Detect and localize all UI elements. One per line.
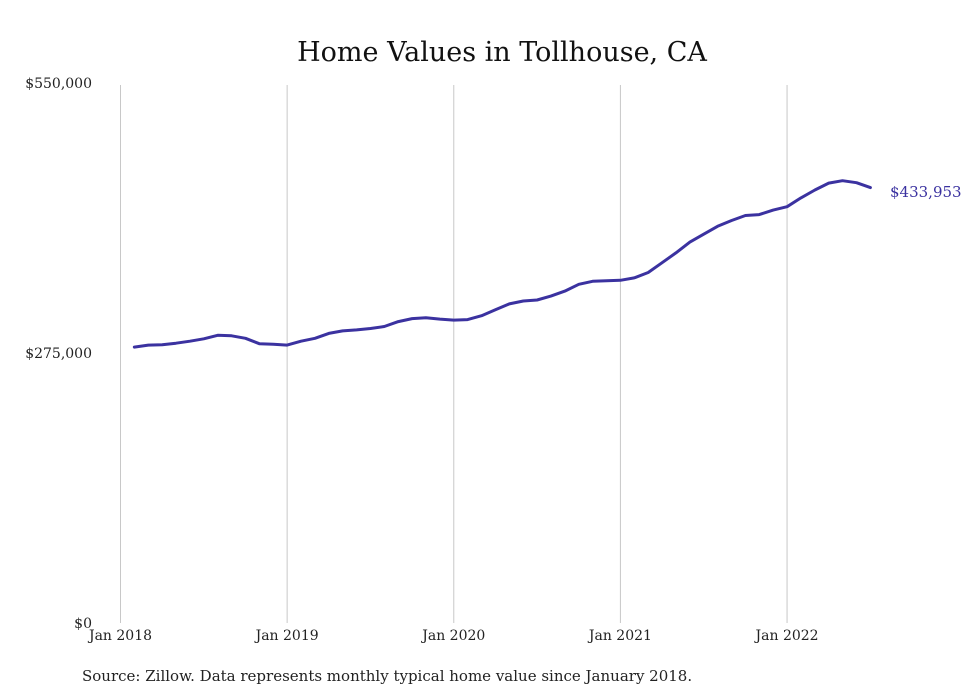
data-point bbox=[564, 290, 567, 293]
data-point bbox=[300, 340, 303, 343]
data-point bbox=[702, 233, 705, 236]
data-point bbox=[216, 334, 219, 337]
data-point bbox=[577, 283, 580, 286]
data-point bbox=[202, 337, 205, 340]
data-point bbox=[397, 320, 400, 323]
data-point bbox=[175, 342, 178, 345]
data-point bbox=[758, 213, 761, 216]
data-point bbox=[244, 337, 247, 340]
data-point bbox=[689, 241, 692, 244]
data-point bbox=[744, 214, 747, 217]
data-point bbox=[161, 343, 164, 346]
data-point bbox=[341, 330, 344, 333]
data-point bbox=[591, 280, 594, 283]
data-point bbox=[841, 179, 844, 182]
x-tick-label: Jan 2020 bbox=[420, 628, 485, 644]
data-point bbox=[230, 334, 233, 337]
end-value-label: $433,953 bbox=[890, 183, 962, 201]
data-point bbox=[480, 314, 483, 317]
data-point bbox=[869, 186, 872, 189]
data-point bbox=[800, 197, 803, 200]
data-point bbox=[730, 219, 733, 222]
y-axis-ticks: $0 $275,000 $550,000 bbox=[25, 76, 92, 632]
data-point bbox=[550, 295, 553, 298]
series-line-layer bbox=[132, 179, 872, 349]
data-point bbox=[369, 327, 372, 330]
data-point bbox=[647, 271, 650, 274]
data-point bbox=[327, 332, 330, 335]
source-note: Source: Zillow. Data represents monthly … bbox=[82, 667, 693, 685]
data-point bbox=[425, 316, 428, 319]
data-point bbox=[355, 329, 358, 332]
data-point bbox=[814, 189, 817, 192]
y-tick-label: $550,000 bbox=[25, 76, 92, 92]
gridlines bbox=[120, 85, 788, 623]
data-point bbox=[661, 261, 664, 264]
x-tick-label: Jan 2018 bbox=[87, 628, 152, 644]
data-point bbox=[633, 277, 636, 280]
data-point bbox=[508, 303, 511, 306]
data-point bbox=[189, 340, 192, 343]
data-point bbox=[133, 346, 136, 349]
data-point bbox=[786, 205, 789, 208]
data-point bbox=[272, 343, 275, 346]
x-axis-ticks: Jan 2018 Jan 2019 Jan 2020 Jan 2021 Jan 2022 bbox=[87, 628, 819, 644]
data-point bbox=[258, 342, 261, 345]
series-line-0 bbox=[132, 179, 872, 349]
data-point bbox=[147, 344, 150, 347]
data-point bbox=[522, 300, 525, 303]
chart-title: Home Values in Tollhouse, CA bbox=[297, 37, 707, 68]
data-point bbox=[855, 181, 858, 184]
data-point bbox=[772, 209, 775, 212]
data-point bbox=[452, 319, 455, 322]
data-point bbox=[494, 308, 497, 311]
data-point bbox=[716, 225, 719, 228]
data-point bbox=[466, 318, 469, 321]
x-tick-label: Jan 2021 bbox=[587, 628, 652, 644]
x-tick-label: Jan 2019 bbox=[254, 628, 319, 644]
data-point bbox=[605, 279, 608, 282]
y-tick-label: $0 bbox=[74, 616, 92, 632]
data-point bbox=[439, 318, 442, 321]
data-point bbox=[619, 279, 622, 282]
data-point bbox=[383, 325, 386, 328]
data-point bbox=[827, 182, 830, 185]
x-tick-label: Jan 2022 bbox=[754, 628, 819, 644]
data-point bbox=[286, 344, 289, 347]
data-point bbox=[675, 252, 678, 255]
y-tick-label: $275,000 bbox=[25, 346, 92, 362]
data-point bbox=[314, 337, 317, 340]
data-point bbox=[536, 299, 539, 302]
data-point bbox=[411, 317, 414, 320]
